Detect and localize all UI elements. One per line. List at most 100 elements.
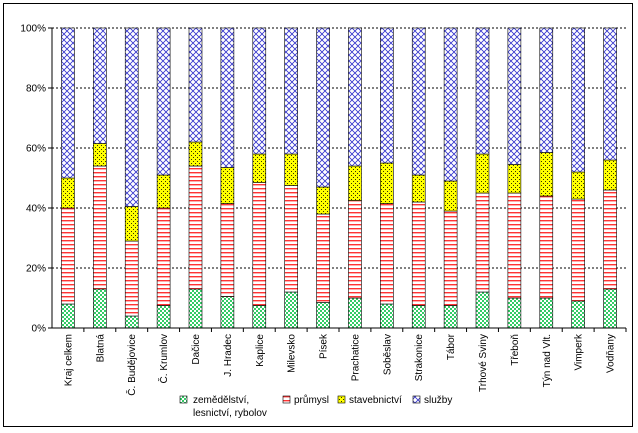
bar-segment — [348, 297, 362, 329]
bar-segment — [284, 185, 298, 293]
bar-segment — [93, 27, 107, 144]
x-tick-label: J. Hradec — [223, 334, 234, 377]
y-tick-label: 80% — [26, 84, 46, 95]
bar-segment — [124, 27, 139, 207]
bars-layer — [61, 27, 617, 329]
x-tick-label: Dačice — [191, 334, 202, 365]
legend-label-prumysl: průmysl — [294, 394, 329, 406]
bar-segment — [188, 141, 203, 167]
x-tick-label: Č. Budějovice — [125, 334, 138, 396]
bar-segment — [252, 182, 267, 306]
bar-segment — [539, 195, 554, 299]
x-tick-label: Č. Krumlov — [157, 334, 170, 383]
bar-segment — [156, 27, 171, 176]
bar-segment — [443, 27, 458, 182]
x-tick-label: Kaplice — [255, 334, 266, 367]
x-tick-label: Soběslav — [382, 334, 393, 375]
bar-segment — [61, 27, 75, 179]
bar-segment — [61, 177, 75, 209]
x-tick-label: Třeboň — [510, 334, 521, 366]
bar-segment — [380, 162, 394, 204]
bar-segment — [475, 153, 490, 194]
legend-label-sluzby: služby — [424, 395, 452, 406]
bar-segment — [220, 296, 235, 329]
bar-segment — [603, 189, 617, 290]
bar-segment — [316, 213, 330, 303]
x-tick-label: Blatná — [95, 334, 106, 363]
chart-frame: 0% 20% 40% 60% 80% 100% Kraj celkem Blatná Č. Bu… — [3, 3, 633, 427]
legend: zemědělství, lesnictví, rybolov průmysl … — [179, 394, 452, 419]
bar-segment — [475, 291, 490, 329]
bar-segment — [252, 153, 267, 183]
bar-segment — [380, 203, 394, 305]
bar-segment — [571, 27, 585, 173]
bar-segment — [188, 165, 203, 290]
bar-segment — [220, 203, 235, 297]
x-tick-label: Tábor — [446, 333, 457, 360]
x-tick-label: Prachatice — [350, 334, 361, 382]
x-tick-label: Písek — [319, 333, 330, 359]
legend-label-zemedelstvi-line2: lesnictví, rybolov — [193, 408, 267, 419]
bar-segment — [156, 174, 171, 209]
bar-segment — [603, 159, 617, 191]
legend-swatch-sluzby — [412, 395, 421, 404]
axis-layer: 0% 20% 40% 60% 80% 100% Kraj celkem Blatná Č. Bu… — [20, 24, 627, 396]
y-tick-label: 20% — [26, 264, 46, 275]
bar-segment — [507, 297, 522, 329]
bar-segment — [316, 302, 330, 329]
bar-segment — [411, 305, 426, 329]
bar-segment — [284, 153, 298, 186]
bar-segment — [571, 171, 585, 200]
bar-segment — [443, 305, 458, 329]
bar-segment — [220, 167, 235, 204]
bar-segment — [507, 27, 522, 165]
bar-segment — [156, 305, 171, 329]
bar-segment — [252, 305, 267, 329]
x-tick-label: Týn nad Vlt. — [542, 334, 553, 387]
bar-segment — [284, 291, 298, 329]
bar-segment — [603, 27, 617, 161]
stacked-bar-chart: 0% 20% 40% 60% 80% 100% Kraj celkem Blatná Č. Bu… — [20, 24, 627, 419]
bar-segment — [93, 143, 107, 167]
bar-segment — [156, 207, 171, 306]
bar-segment — [124, 206, 139, 242]
y-tick-label: 0% — [32, 324, 47, 335]
bar-segment — [124, 315, 139, 329]
bar-segment — [475, 192, 490, 293]
x-tick-label: Milevsko — [287, 334, 298, 373]
bar-segment — [284, 27, 298, 155]
bar-segment — [316, 27, 330, 188]
bar-segment — [380, 303, 394, 329]
x-tick-label: Vimperk — [574, 333, 585, 370]
y-tick-label: 100% — [20, 24, 46, 35]
bar-segment — [348, 200, 362, 299]
bar-segment — [93, 165, 107, 290]
legend-swatch-stavebnictvi — [337, 395, 346, 404]
bar-segment — [316, 186, 330, 215]
bar-segment — [411, 174, 426, 203]
x-tick-label: Vodňany — [606, 334, 617, 373]
y-tick-label: 60% — [26, 144, 46, 155]
bar-segment — [348, 27, 362, 167]
bar-segment — [475, 27, 490, 155]
bar-segment — [411, 27, 426, 176]
bar-segment — [380, 27, 394, 164]
bar-segment — [507, 164, 522, 194]
bar-segment — [539, 152, 554, 197]
x-tick-label: Strakonice — [414, 334, 425, 382]
x-tick-label: Kraj celkem — [63, 334, 74, 386]
bar-segment — [603, 288, 617, 329]
bar-segment — [539, 297, 554, 329]
bar-segment — [443, 210, 458, 306]
bar-segment — [507, 192, 522, 299]
bar-segment — [61, 207, 75, 305]
bar-segment — [252, 27, 267, 155]
bar-segment — [348, 165, 362, 201]
bar-segment — [539, 27, 554, 153]
bar-segment — [61, 303, 75, 329]
legend-swatch-zemedelstvi — [179, 395, 188, 404]
legend-swatch-prumysl — [282, 395, 291, 404]
bar-segment — [188, 288, 203, 329]
legend-label-stavebnictvi: stavebnictví — [349, 395, 402, 406]
legend-label-zemedelstvi-line1: zemědělství, — [193, 395, 249, 406]
